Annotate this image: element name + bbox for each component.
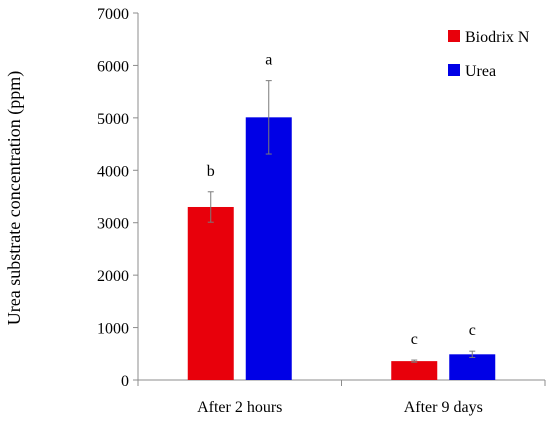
x-tick-label: After 9 days [404,399,483,416]
legend-swatch [448,64,460,76]
bar [391,361,438,380]
bar [245,117,292,380]
legend: Biodrix N Urea [448,29,530,80]
bar [187,206,234,380]
legend-label: Urea [465,63,496,80]
y-axis: 0 1000 2000 3000 4000 5000 6000 7000 [97,6,139,390]
legend-swatch [448,30,460,42]
y-tick-label: 2000 [97,268,129,285]
legend-label: Biodrix N [465,29,530,46]
y-tick-label: 3000 [97,216,129,233]
y-tick-label: 1000 [97,321,129,338]
bar [449,354,496,380]
y-tick-label: 5000 [97,111,129,128]
bars: b c a c [187,52,496,380]
y-tick-label: 7000 [97,6,129,23]
y-tick-label: 4000 [97,163,129,180]
y-tick-label: 0 [121,373,129,390]
y-tick-label: 6000 [97,58,129,75]
significance-label: c [469,322,476,339]
significance-label: b [207,163,215,180]
x-axis: After 2 hours After 9 days [137,379,546,416]
significance-label: a [265,52,272,69]
y-axis-label: Urea substrate concentration (ppm) [4,71,25,325]
x-tick-label: After 2 hours [197,399,282,416]
significance-label: c [411,331,418,348]
